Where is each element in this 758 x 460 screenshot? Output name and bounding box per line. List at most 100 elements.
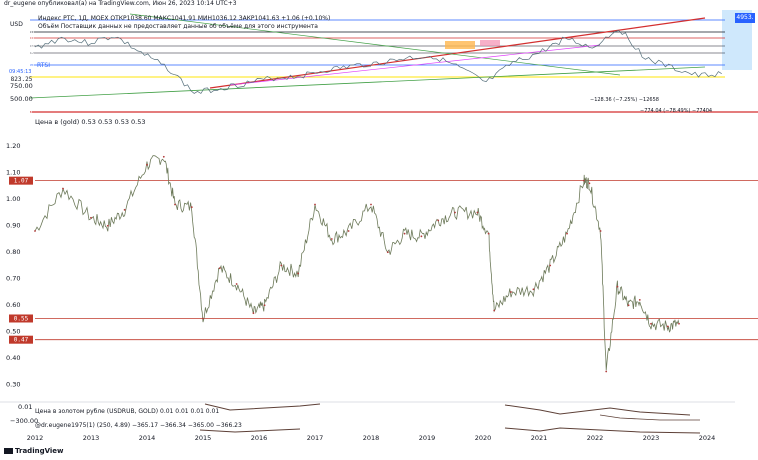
- indicator-label: @dr.eugene1975(1) (250, 4.89) −365.17 −3…: [35, 422, 242, 429]
- y-tick-label: 0.50: [6, 328, 20, 336]
- publish-header: dr_eugene опубликовал(а) на TradingView.…: [4, 0, 237, 7]
- price-point: [605, 370, 608, 373]
- price-point: [123, 208, 126, 211]
- x-tick-label: 2019: [419, 434, 436, 442]
- price-point: [162, 155, 165, 158]
- x-tick-label: 2015: [195, 434, 212, 442]
- x-tick-label: 2017: [307, 434, 324, 442]
- price-point: [218, 267, 221, 270]
- rts-time: 09:45:13: [9, 69, 32, 75]
- measure-annotation-1: −128.36 (−7.25%) −12658: [590, 97, 659, 103]
- price-point: [190, 206, 193, 209]
- price-point: [616, 285, 619, 288]
- price-point: [650, 322, 652, 325]
- price-point: [34, 230, 36, 232]
- price-point: [666, 325, 669, 328]
- y-tick-label: 0.30: [6, 381, 20, 389]
- x-tick-label: 2022: [587, 434, 604, 442]
- x-tick-label: 2023: [643, 434, 660, 442]
- price-point: [566, 232, 568, 235]
- level-tag: [9, 314, 33, 323]
- level-tag-label: 1.07: [14, 178, 29, 185]
- price-point: [493, 309, 496, 312]
- price-point: [510, 291, 512, 293]
- price-point: [454, 211, 456, 214]
- price-point: [235, 283, 238, 285]
- price-point: [62, 187, 64, 190]
- price-tag-3: 1302.60: [9, 44, 35, 51]
- price-point: [678, 322, 680, 325]
- measure-annotation-2: −774.04 (−78.49%) −77404: [640, 108, 713, 114]
- price-point: [146, 163, 148, 166]
- x-tick-label: 2012: [27, 434, 44, 442]
- level-tag-label: 0.47: [14, 337, 29, 344]
- y-tick-label: 1.20: [6, 142, 20, 150]
- trend-line-pink: [229, 44, 601, 86]
- y-tick-label: 1.00: [6, 195, 20, 203]
- price-series-line: [34, 155, 680, 371]
- x-tick-label: 2014: [139, 434, 156, 442]
- price-point: [627, 304, 630, 307]
- x-tick-label: 2018: [363, 434, 380, 442]
- y-tick-label: 0.90: [6, 222, 20, 230]
- price-point: [90, 216, 92, 219]
- price-point: [549, 264, 552, 267]
- top-pane[interactable]: [0, 0, 758, 120]
- price-point: [532, 288, 535, 291]
- x-tick-label: 2021: [531, 434, 548, 442]
- price-point: [280, 264, 283, 267]
- trend-line-green: [29, 66, 706, 99]
- rts-label: RTSI: [37, 62, 50, 69]
- top-y-tick-500: 500.00: [10, 95, 33, 103]
- y-tick-label: 0.70: [6, 275, 20, 283]
- price-point: [174, 203, 176, 206]
- price-point: [638, 299, 641, 301]
- price-tag-1: 1507.38: [9, 28, 35, 35]
- price-point: [487, 232, 490, 235]
- price-point: [252, 312, 255, 315]
- x-tick-label: 2016: [251, 434, 268, 442]
- top-y-tick-750: 750.00: [10, 82, 33, 90]
- chart-title: Цена в (gold) 0.53 0.53 0.53 0.53: [35, 118, 146, 126]
- price-tag-7: 251.30: [10, 108, 33, 115]
- price-point: [263, 304, 266, 307]
- price-point: [386, 251, 389, 254]
- price-point: [420, 235, 423, 238]
- price-point: [588, 182, 591, 185]
- y-tick-label: 1.10: [6, 169, 20, 177]
- price-point: [106, 224, 109, 227]
- level-tag: [9, 176, 33, 185]
- y-tick-label: 0.80: [6, 248, 20, 256]
- level-tag-label: 0.55: [14, 315, 29, 322]
- price-tag-5: 1041.63: [9, 61, 35, 68]
- currency-label: USD: [10, 21, 23, 28]
- legend-line-2: Объём Поставщик данных не предоставляет …: [38, 23, 318, 30]
- x-tick-label: 2020: [475, 434, 492, 442]
- y-tick-label: 0.60: [6, 301, 20, 309]
- price-point: [330, 238, 333, 240]
- price-tag-2: 1480.69: [9, 36, 35, 43]
- x-tick-label: 2024: [699, 434, 716, 442]
- bottom-pane-title: Цена в золотом рубле (USDRUB, GOLD) 0.01…: [35, 408, 220, 415]
- legend-line-1: Индекс РТС, 1Д, MOEX ОТКР1038.60 МАКС104…: [38, 15, 331, 22]
- right-price-tag: 4953.: [735, 13, 755, 23]
- trend-line-red: [209, 17, 706, 89]
- level-tag: [9, 335, 33, 344]
- price-point: [403, 232, 406, 235]
- price-point: [314, 203, 316, 206]
- x-tick-label: 2013: [83, 434, 100, 442]
- price-point: [370, 203, 372, 206]
- price-tag-4: 1200.93: [9, 52, 35, 59]
- bottom-y-tick-2: −300.00: [10, 417, 39, 425]
- price-tag-6: 823.25: [10, 76, 33, 83]
- price-point: [476, 211, 479, 214]
- price-point: [202, 317, 204, 320]
- price-point: [599, 230, 602, 232]
- price-point: [582, 179, 585, 182]
- bottom-y-tick-1: 0.01: [18, 403, 33, 411]
- price-point: [347, 230, 350, 232]
- tradingview-mark-icon: [4, 448, 13, 454]
- price-point: [437, 219, 440, 222]
